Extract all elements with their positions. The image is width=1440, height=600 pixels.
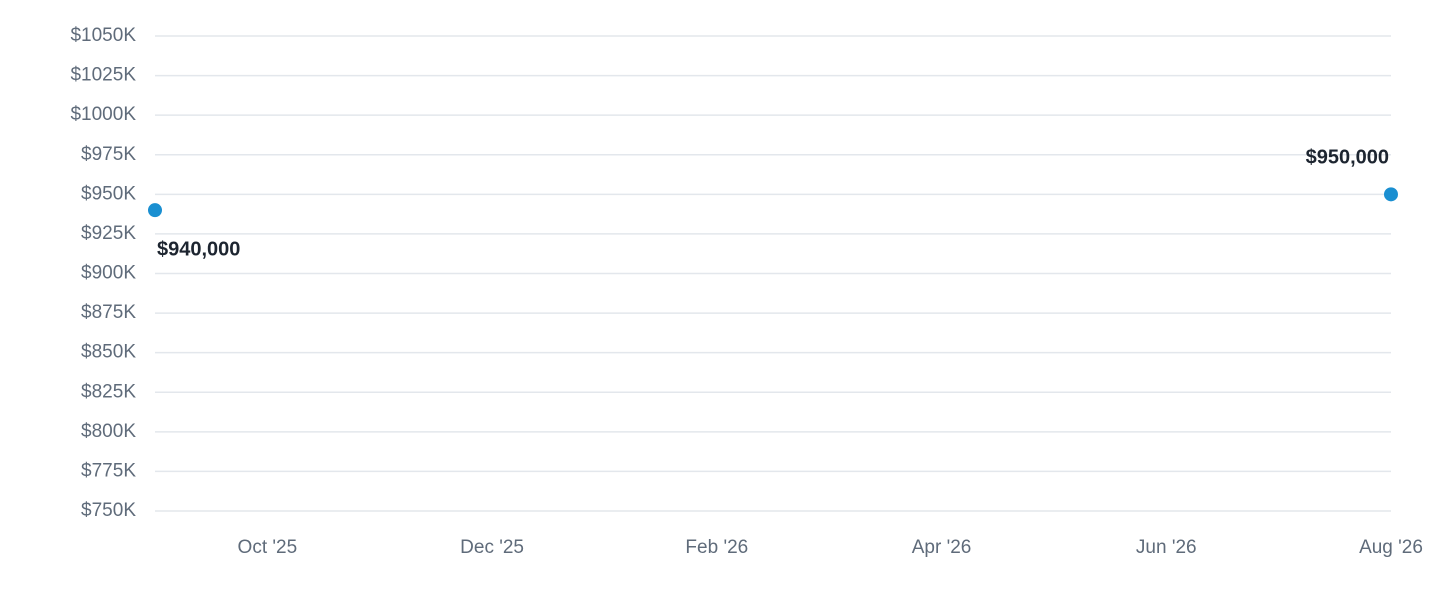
y-tick-label: $875K xyxy=(81,302,136,323)
y-tick-label: $1050K xyxy=(70,25,136,46)
y-tick-label: $925K xyxy=(81,223,136,244)
y-tick-label: $850K xyxy=(81,342,136,363)
y-tick-label: $775K xyxy=(81,460,136,481)
y-tick-label: $950K xyxy=(81,183,136,204)
x-tick-label: Aug '26 xyxy=(1359,537,1423,558)
x-tick-label: Feb '26 xyxy=(685,537,748,558)
x-tick-label: Apr '26 xyxy=(912,537,972,558)
y-tick-label: $975K xyxy=(81,144,136,165)
point-marker xyxy=(148,203,162,218)
y-tick-label: $800K xyxy=(81,421,136,442)
y-tick-label: $900K xyxy=(81,263,136,284)
y-tick-label: $825K xyxy=(81,381,136,402)
y-tick-label: $750K xyxy=(81,500,136,521)
y-tick-label: $1000K xyxy=(70,104,136,125)
x-tick-label: Oct '25 xyxy=(238,537,298,558)
x-tick-label: Dec '25 xyxy=(460,537,524,558)
value-label: $940,000 xyxy=(157,238,240,260)
y-tick-label: $1025K xyxy=(70,65,136,86)
x-tick-label: Jun '26 xyxy=(1136,537,1197,558)
point-marker xyxy=(1384,187,1398,202)
value-label: $950,000 xyxy=(1306,147,1389,169)
